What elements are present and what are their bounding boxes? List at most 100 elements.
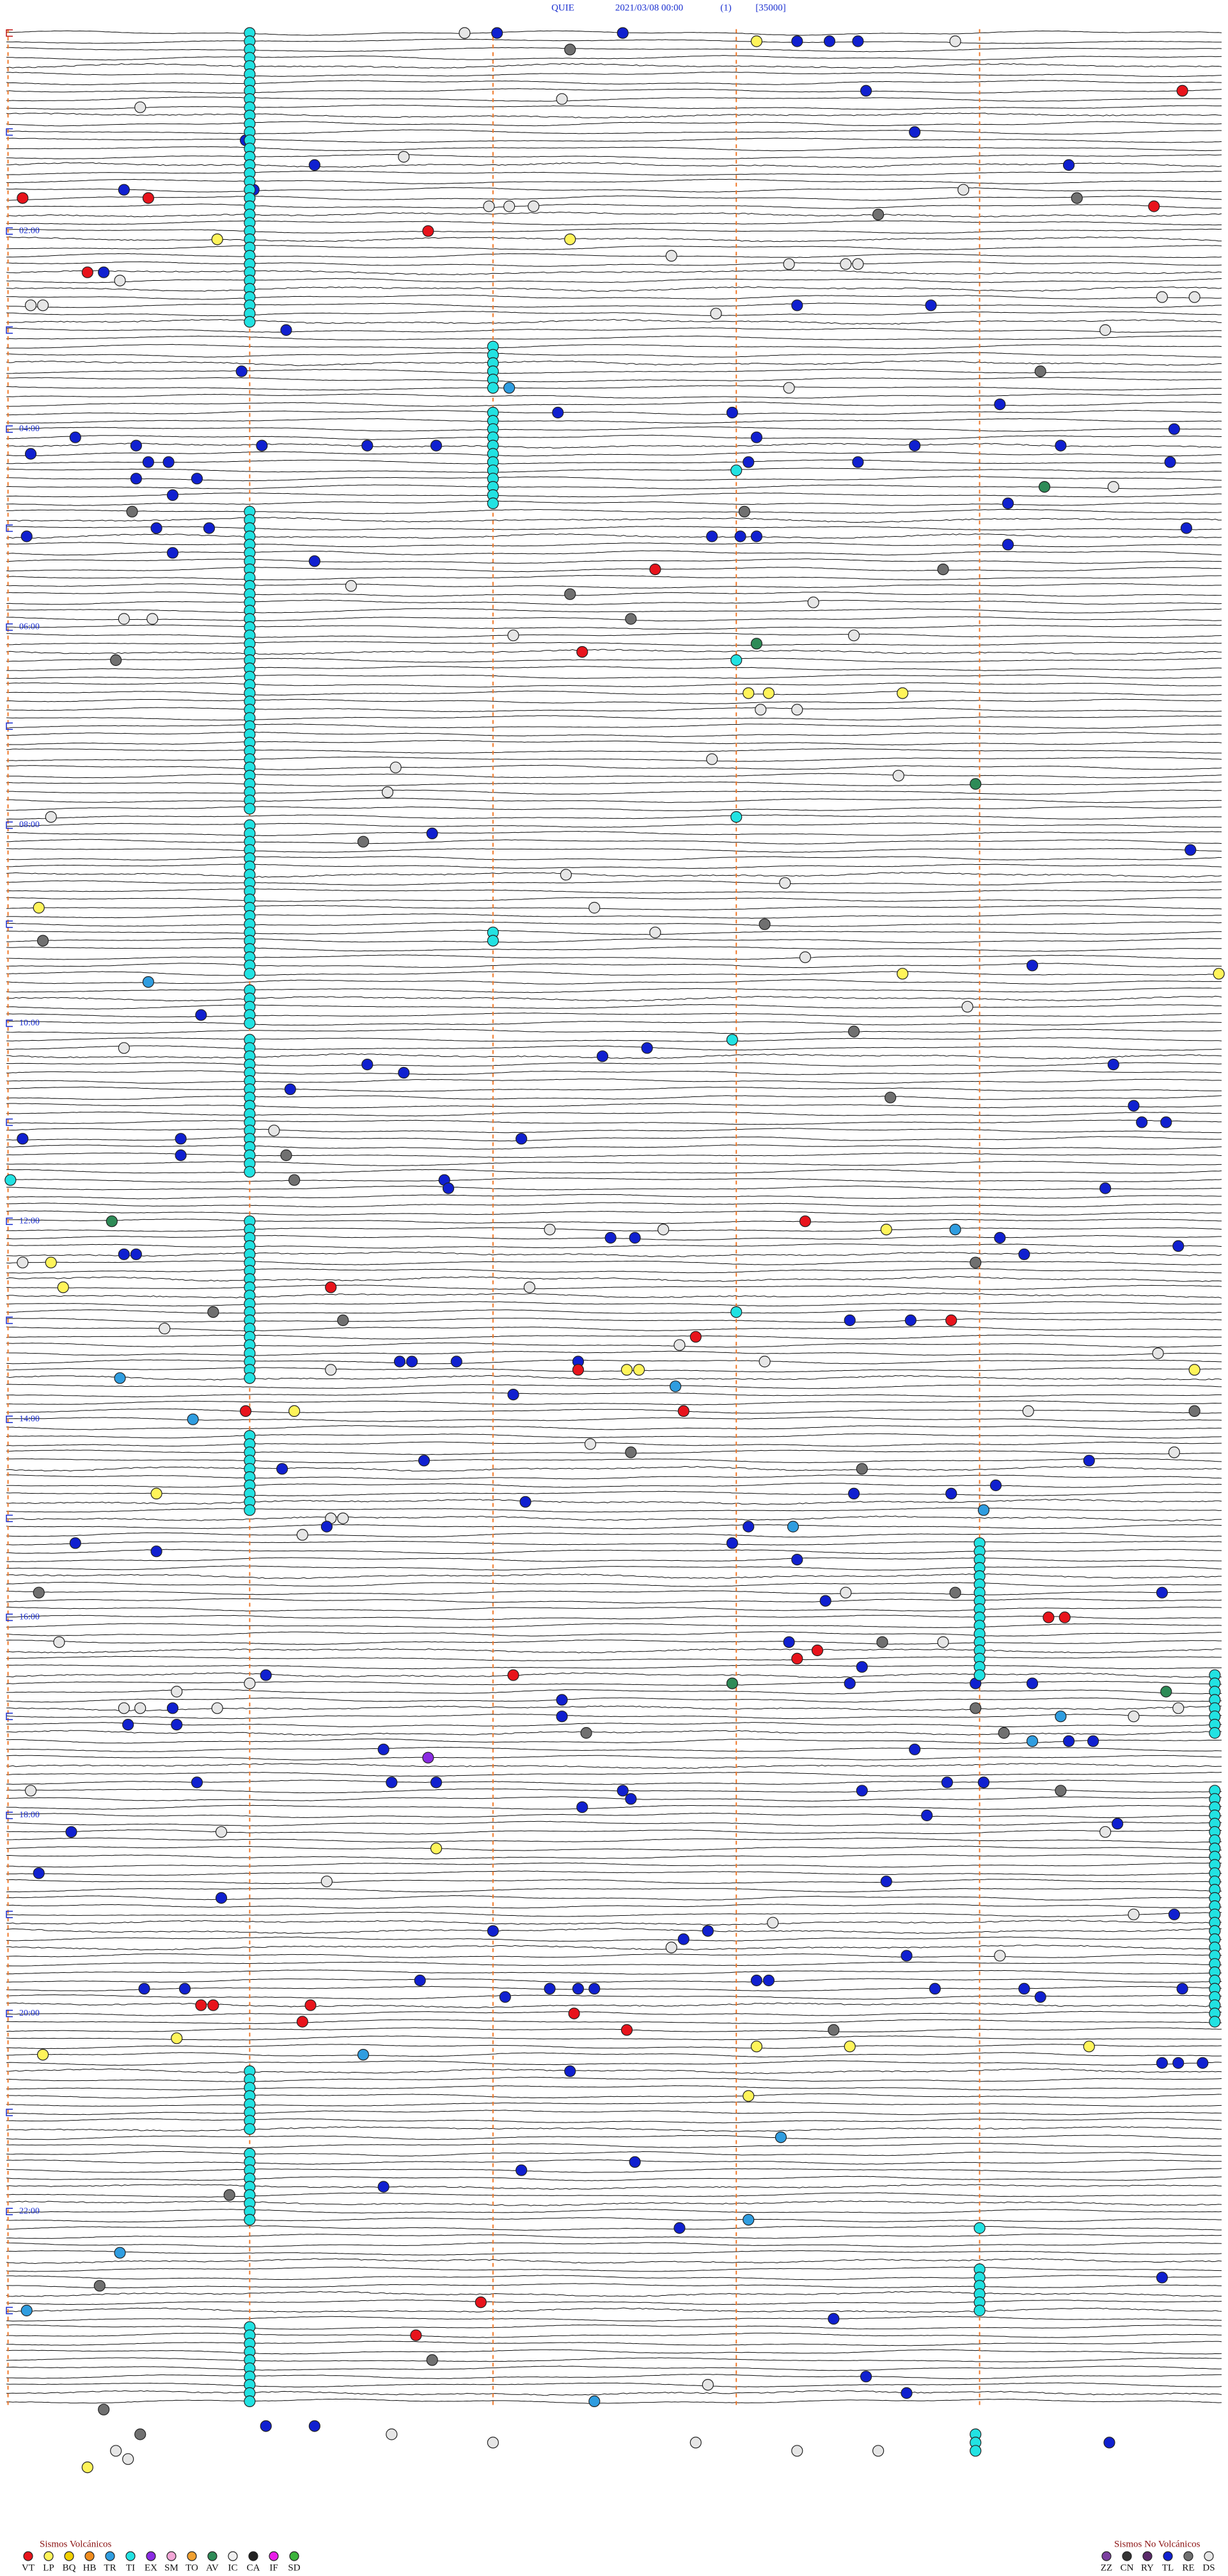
trace xyxy=(6,1318,1222,1323)
event-tl xyxy=(734,530,746,542)
legend-code: CN xyxy=(1121,2563,1134,2573)
trace xyxy=(6,2060,1222,2066)
event-lp xyxy=(288,1405,301,1417)
event-ti xyxy=(730,1306,743,1318)
trace xyxy=(6,2374,1222,2380)
event-tl xyxy=(556,1711,568,1723)
trace xyxy=(6,1169,1222,1174)
hour-marker xyxy=(6,1514,13,1522)
event-ds xyxy=(767,1916,779,1929)
trace xyxy=(6,385,1222,391)
event-ds xyxy=(146,613,159,625)
trace xyxy=(6,1606,1222,1612)
event-ex xyxy=(422,1751,434,1764)
trace xyxy=(6,154,1222,160)
event-ti xyxy=(244,2214,256,2226)
event-ds xyxy=(560,869,572,881)
trace xyxy=(6,1680,1222,1686)
event-vt xyxy=(568,2007,580,2019)
event-ds xyxy=(584,1438,597,1450)
trace xyxy=(6,2118,1222,2124)
trace xyxy=(6,2019,1222,2025)
event-tr xyxy=(588,2395,601,2407)
event-lp xyxy=(743,2090,755,2102)
event-vt xyxy=(507,1669,519,1681)
trace xyxy=(6,1301,1222,1307)
trace xyxy=(6,459,1222,464)
event-tl xyxy=(418,1455,430,1467)
event-tl xyxy=(625,1793,637,1805)
event-tl xyxy=(901,2387,913,2399)
trace xyxy=(6,1805,1222,1810)
event-ds xyxy=(840,258,852,270)
event-ds xyxy=(114,274,126,287)
event-tl xyxy=(122,1719,134,1731)
trace xyxy=(6,319,1222,325)
event-ds xyxy=(17,1256,29,1268)
trace xyxy=(6,1119,1222,1125)
trace xyxy=(6,1928,1222,1934)
event-tl xyxy=(1055,439,1067,452)
event-tl xyxy=(604,1231,617,1244)
event-vt xyxy=(81,266,93,278)
event-tl xyxy=(901,1950,913,1962)
trace xyxy=(6,1326,1222,1332)
trace xyxy=(6,1573,1222,1579)
trace xyxy=(6,1854,1222,1860)
trace xyxy=(6,2357,1222,2362)
event-ds xyxy=(755,704,767,716)
trace xyxy=(6,2176,1222,2181)
hour-marker xyxy=(6,2208,13,2215)
trace xyxy=(6,468,1222,473)
event-tl xyxy=(1112,1817,1124,1829)
event-ds xyxy=(45,810,57,823)
trace xyxy=(6,1062,1222,1067)
trace xyxy=(6,368,1222,374)
event-tl xyxy=(361,439,374,452)
trace xyxy=(6,731,1222,738)
trace xyxy=(6,2208,1222,2214)
event-ds xyxy=(665,1941,677,1954)
trace xyxy=(6,121,1222,127)
event-ds xyxy=(937,1636,949,1648)
legend-code: DS xyxy=(1202,2563,1215,2573)
event-ds xyxy=(961,1000,973,1013)
hour-marker xyxy=(6,921,13,928)
trace xyxy=(6,311,1222,317)
trace xyxy=(6,1128,1222,1134)
event-tl xyxy=(925,299,937,312)
event-tl xyxy=(909,1743,921,1755)
event-re xyxy=(134,2428,146,2440)
trace xyxy=(6,1689,1222,1695)
trace xyxy=(6,484,1222,489)
legend-title: Sismos Volcánicos xyxy=(40,2539,112,2549)
event-re xyxy=(564,588,576,600)
trace xyxy=(6,2332,1222,2338)
trace xyxy=(6,2225,1222,2231)
hour-marker xyxy=(6,1712,13,1720)
event-ds xyxy=(1128,1908,1140,1920)
legend-swatch xyxy=(1183,2551,1193,2561)
event-ti xyxy=(970,2445,982,2457)
event-ds xyxy=(702,2379,714,2391)
event-re xyxy=(93,2280,106,2292)
trace xyxy=(6,1359,1222,1364)
hour-marker xyxy=(6,821,13,829)
event-tl xyxy=(1156,2057,1169,2069)
trace xyxy=(6,409,1222,416)
trace xyxy=(6,798,1222,803)
event-ds xyxy=(1099,1826,1112,1838)
trace xyxy=(6,773,1222,778)
event-ti xyxy=(973,1669,986,1681)
hour-marker xyxy=(6,128,13,136)
trace xyxy=(6,2299,1222,2305)
trace xyxy=(6,1655,1222,1661)
event-ds xyxy=(118,1702,130,1714)
event-vt xyxy=(620,2024,633,2036)
event-tl xyxy=(1128,1100,1140,1112)
event-tl xyxy=(880,1876,892,1888)
event-tl xyxy=(1026,960,1039,972)
trace xyxy=(6,533,1222,539)
trace xyxy=(6,493,1222,498)
